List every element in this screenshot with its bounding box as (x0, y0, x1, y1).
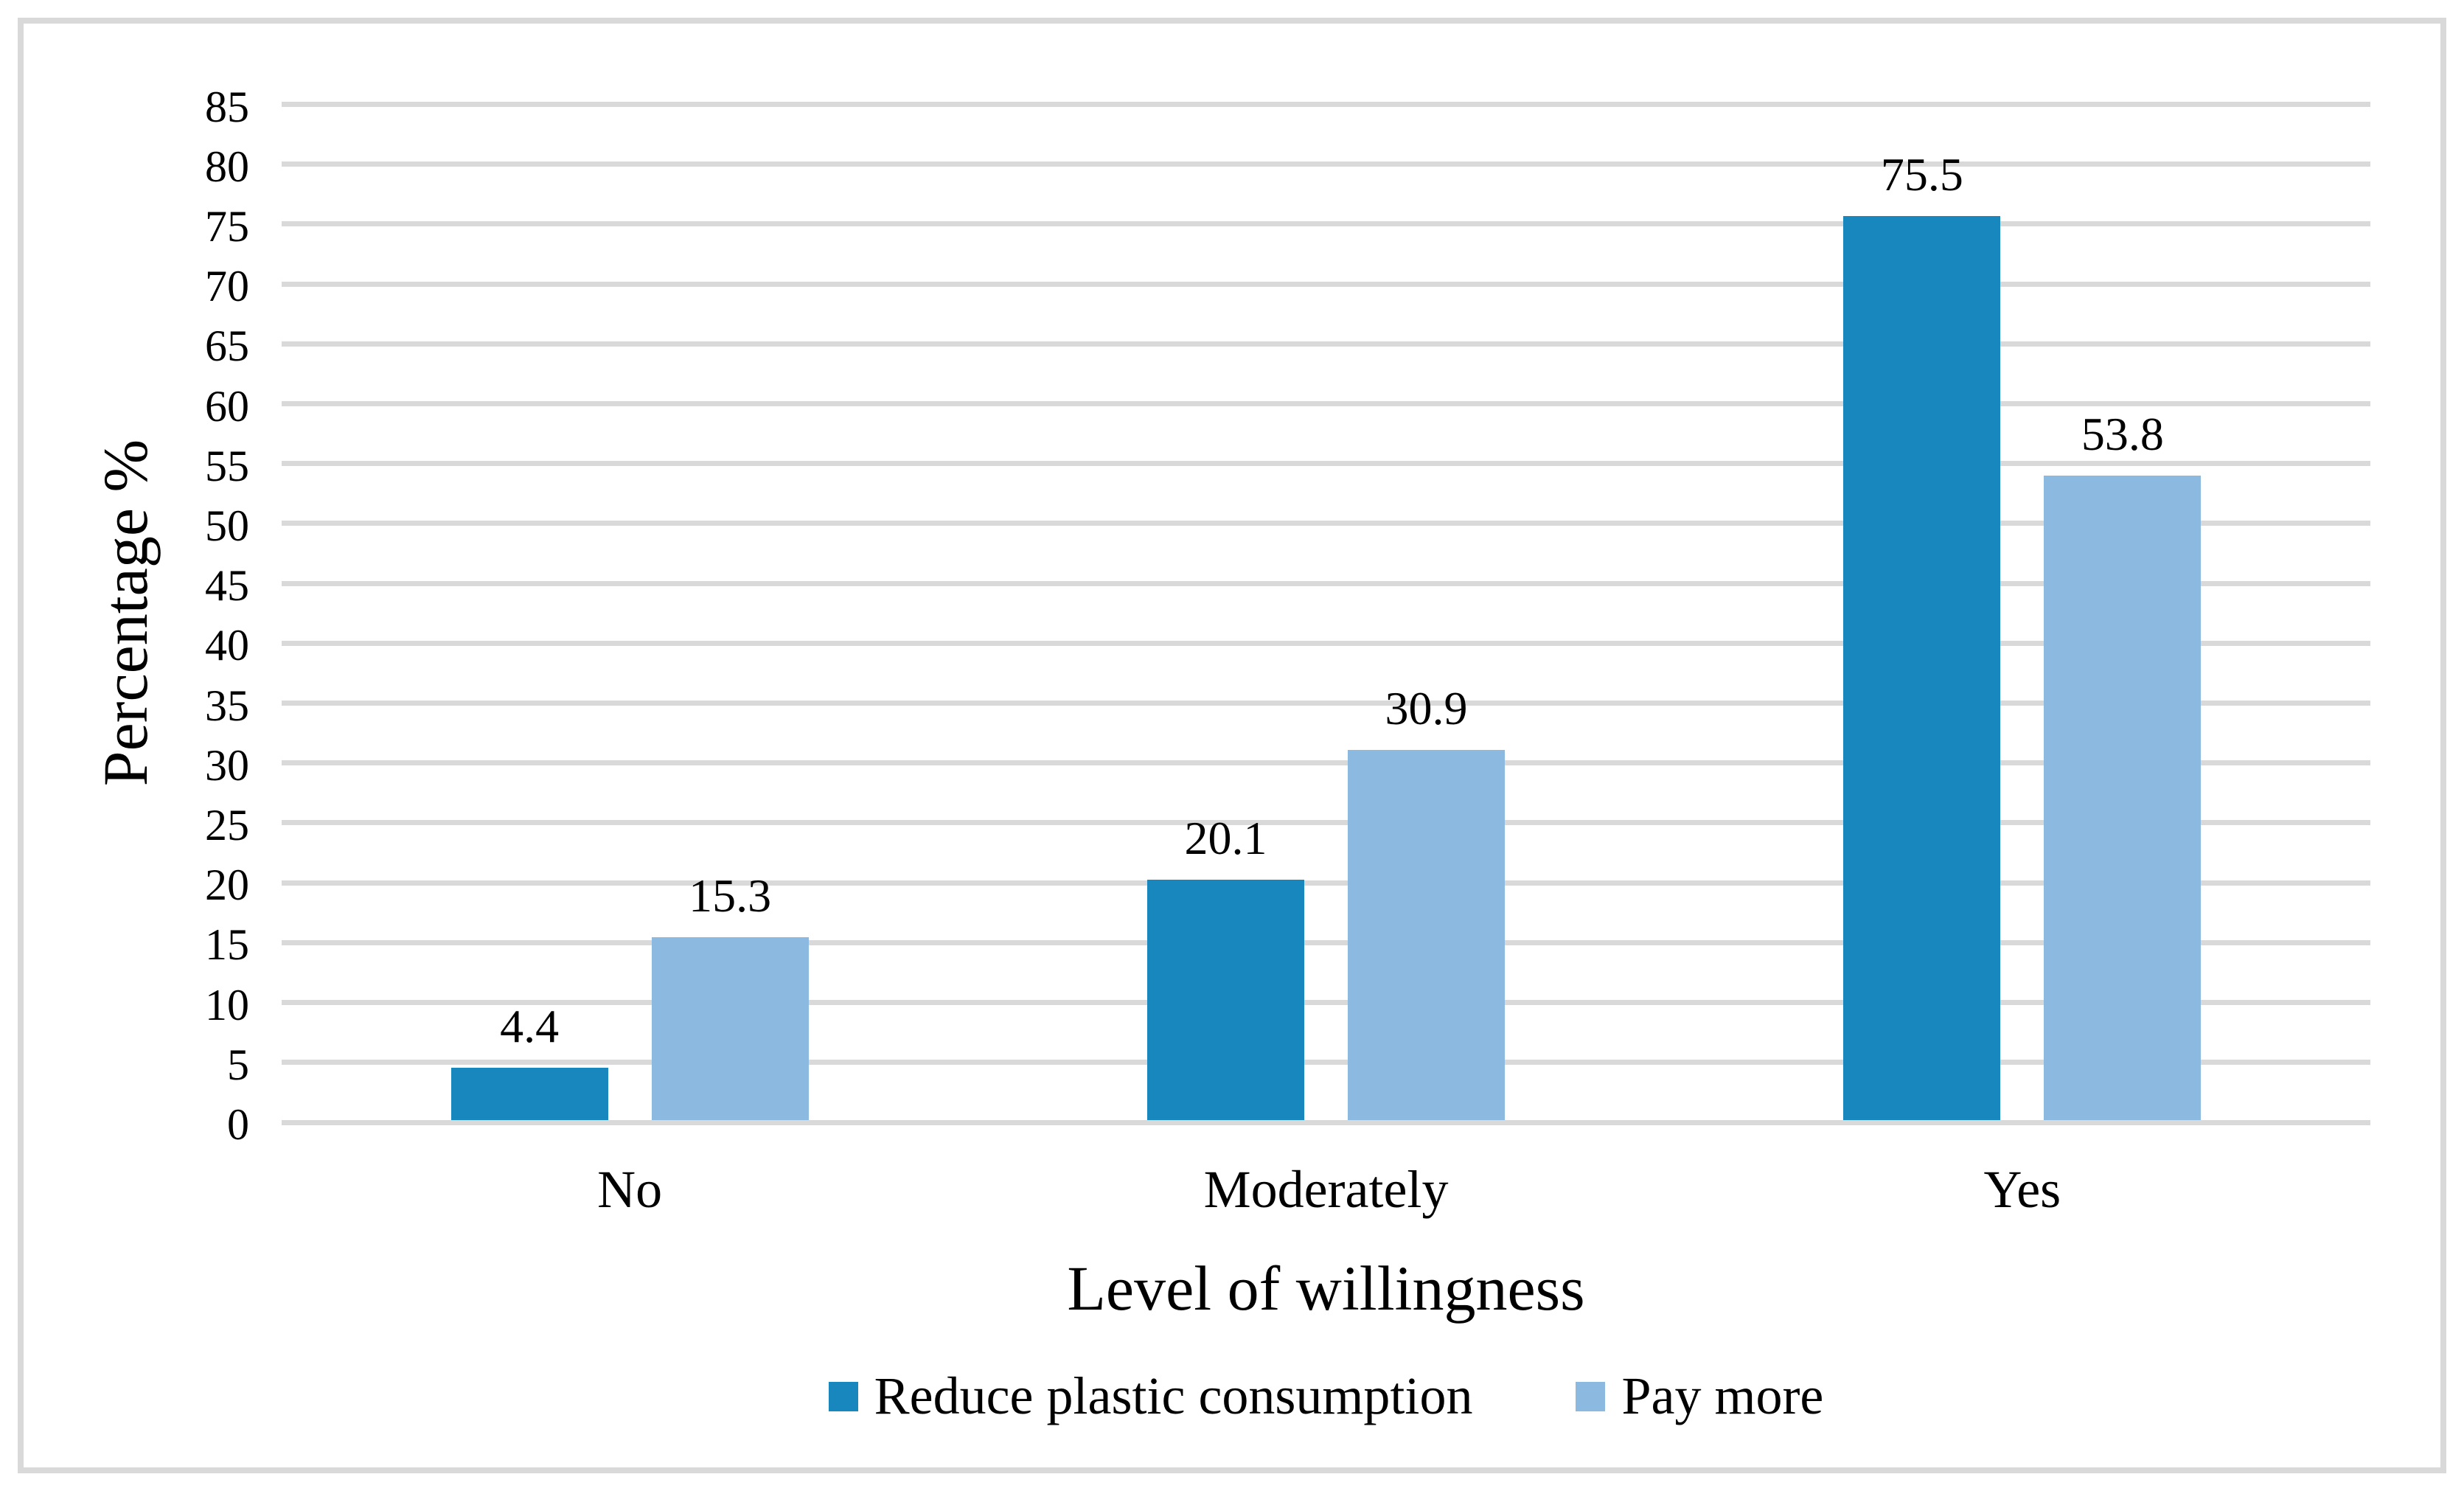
y-tick-label: 70 (205, 262, 249, 311)
bar-value-label: 15.3 (689, 869, 772, 922)
bar-pay-more (2044, 476, 2202, 1120)
x-axis-title: Level of willingness (1067, 1253, 1585, 1324)
y-tick-label: 0 (227, 1100, 249, 1149)
bar-value-label: 53.8 (2081, 408, 2164, 461)
legend-marker-swatch (1576, 1381, 1606, 1411)
y-tick-label: 55 (205, 441, 249, 490)
gridline (282, 102, 2370, 107)
gridline (282, 1000, 2370, 1006)
bar-reduce-plastic-consumption (1147, 879, 1304, 1120)
y-tick-label: 10 (205, 980, 249, 1029)
gridline (282, 161, 2370, 167)
gridline (282, 640, 2370, 646)
y-tick-label: 60 (205, 381, 249, 431)
legend-item: Reduce plastic consumption (828, 1366, 1473, 1425)
gridline (282, 401, 2370, 407)
category-label: Yes (1983, 1160, 2061, 1219)
bar-reduce-plastic-consumption (450, 1067, 608, 1120)
gridline (282, 1060, 2370, 1066)
bar-value-label: 4.4 (500, 999, 560, 1052)
y-tick-label: 25 (205, 800, 249, 849)
y-tick-label: 20 (205, 861, 249, 910)
y-tick-label: 35 (205, 681, 249, 730)
y-tick-label: 80 (205, 142, 249, 191)
y-tick-label: 45 (205, 561, 249, 611)
bar-pay-more (1348, 750, 1505, 1120)
y-axis-title: Percentage % (90, 439, 161, 787)
chart-frame: Percentage % 4.4 15.3 20.1 30.9 75.5 53.8 0 5 1… (18, 18, 2446, 1473)
bar-value-label: 20.1 (1184, 811, 1267, 864)
bar-value-label: 30.9 (1385, 682, 1468, 735)
legend-marker-swatch (828, 1381, 858, 1411)
gridline (282, 521, 2370, 526)
gridline (282, 281, 2370, 287)
y-tick-label: 30 (205, 740, 249, 790)
y-tick-label: 75 (205, 201, 249, 251)
bar-reduce-plastic-consumption (1843, 215, 2001, 1120)
y-tick-label: 85 (205, 82, 249, 131)
gridline (282, 341, 2370, 347)
gridline (282, 820, 2370, 826)
gridline (282, 461, 2370, 467)
legend: Reduce plastic consumption Pay more (282, 1366, 2370, 1425)
category-label: No (597, 1160, 663, 1219)
gridline (282, 701, 2370, 706)
x-axis-baseline (282, 1119, 2370, 1125)
gridline (282, 580, 2370, 586)
gridline (282, 760, 2370, 766)
y-tick-label: 15 (205, 920, 249, 970)
bar-pay-more (651, 936, 809, 1120)
y-tick-label: 40 (205, 621, 249, 670)
y-tick-label: 50 (205, 501, 249, 550)
gridline (282, 221, 2370, 227)
category-label: Moderately (1203, 1160, 1449, 1219)
gridline (282, 880, 2370, 886)
legend-label: Pay more (1621, 1366, 1824, 1425)
y-tick-label: 5 (227, 1040, 249, 1089)
plot-area: 4.4 15.3 20.1 30.9 75.5 53.8 (282, 102, 2370, 1127)
bar-value-label: 75.5 (1880, 147, 1963, 201)
legend-item: Pay more (1576, 1366, 1824, 1425)
gridline (282, 939, 2370, 945)
legend-label: Reduce plastic consumption (874, 1366, 1473, 1425)
y-tick-label: 65 (205, 322, 249, 371)
